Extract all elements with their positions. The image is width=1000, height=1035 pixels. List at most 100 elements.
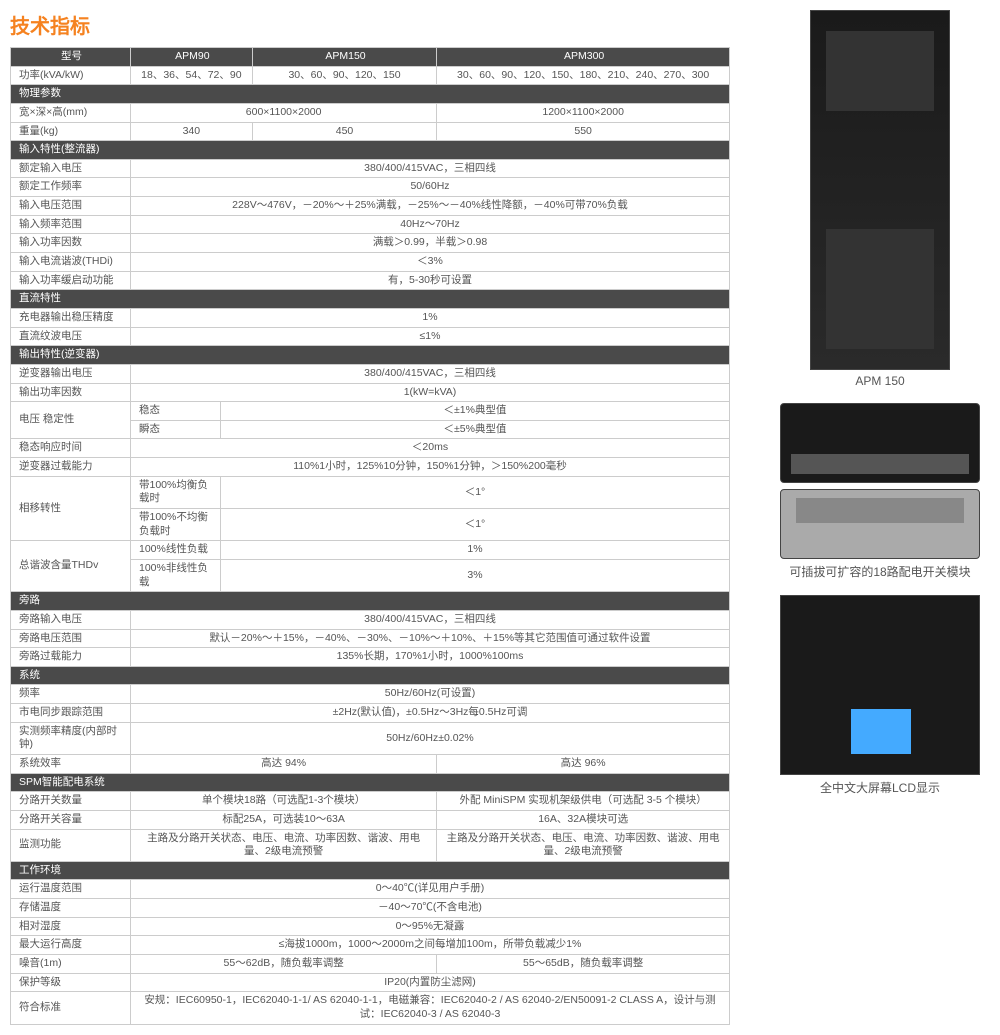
row-label: 逆变器输出电压 [11, 364, 131, 383]
row-label: 宽×深×高(mm) [11, 103, 131, 122]
sub-label: 瞬态 [131, 420, 221, 439]
cell: IP20(内置防尘滤网) [131, 973, 730, 992]
sub-label: 稳态 [131, 402, 221, 421]
product-image-module-back [780, 489, 980, 559]
row-label: 频率 [11, 685, 131, 704]
cell: 主路及分路开关状态、电压、电流、功率因数、谐波、用电量、2级电流预警 [131, 829, 437, 861]
cell: 1200×1100×2000 [437, 103, 730, 122]
sub-label: 100%线性负载 [131, 541, 221, 560]
cell: 110%1小时，125%10分钟，150%1分钟，＞150%200毫秒 [131, 458, 730, 477]
row-label: 符合标准 [11, 992, 131, 1024]
row-label: 旁路过载能力 [11, 648, 131, 667]
sub-label: 带100%不均衡负载时 [131, 509, 221, 541]
product-image-lcd [780, 595, 980, 775]
image-caption: APM 150 [810, 374, 950, 388]
section-header: SPM智能配电系统 [11, 773, 730, 792]
cell: 450 [252, 122, 437, 141]
cell: －40～70℃(不含电池) [131, 899, 730, 918]
cell: 1% [131, 308, 730, 327]
section-header: 输出特性(逆变器) [11, 346, 730, 365]
page-title: 技术指标 [10, 10, 730, 39]
row-label: 分路开关容量 [11, 810, 131, 829]
product-image-apm150 [810, 10, 950, 370]
row-label: 输出功率因数 [11, 383, 131, 402]
row-label: 重量(kg) [11, 122, 131, 141]
cell: 默认－20%～＋15%，－40%、－30%、－10%～＋10%、＋15%等其它范… [131, 629, 730, 648]
cell: ＜3% [131, 253, 730, 272]
col-apm90: APM90 [131, 48, 253, 67]
cell: 30、60、90、120、150、180、210、240、270、300 [437, 66, 730, 85]
cell: 50Hz/60Hz(可设置) [131, 685, 730, 704]
row-label: 额定工作频率 [11, 178, 131, 197]
cell: ≤海拔1000m，1000～2000m之间每增加100m，所带负载减少1% [131, 936, 730, 955]
cell: ＜20ms [131, 439, 730, 458]
cell: ＜±5%典型值 [221, 420, 730, 439]
row-label: 最大运行高度 [11, 936, 131, 955]
row-label: 输入电流谐波(THDi) [11, 253, 131, 272]
product-image-module-front [780, 403, 980, 483]
cell: 550 [437, 122, 730, 141]
row-label: 稳态响应时间 [11, 439, 131, 458]
col-apm150: APM150 [252, 48, 437, 67]
cell: 380/400/415VAC，三相四线 [131, 610, 730, 629]
row-label: 输入功率缓启动功能 [11, 271, 131, 290]
cell: ＜1° [221, 509, 730, 541]
spec-table: 型号 APM90 APM150 APM300 功率(kVA/kW)18、36、5… [10, 47, 730, 1025]
cell: 外配 MiniSPM 实现机架级供电（可选配 3-5 个模块） [437, 792, 730, 811]
cell: 50/60Hz [131, 178, 730, 197]
section-header: 直流特性 [11, 290, 730, 309]
cell: 55～65dB，随负载率调整 [437, 955, 730, 974]
section-header: 物理参数 [11, 85, 730, 104]
sub-label: 100%非线性负载 [131, 559, 221, 591]
col-model: 型号 [11, 48, 131, 67]
cell: ≤1% [131, 327, 730, 346]
cell: 228V～476V，－20%～＋25%满载，－25%～－40%线性降额，－40%… [131, 197, 730, 216]
row-label: 相移转性 [11, 476, 131, 541]
cell: 380/400/415VAC，三相四线 [131, 364, 730, 383]
cell: 高达 96% [437, 754, 730, 773]
cell: 高达 94% [131, 754, 437, 773]
cell: 0～95%无凝露 [131, 917, 730, 936]
cell: 单个模块18路（可选配1-3个模块） [131, 792, 437, 811]
cell: 0～40℃(详见用户手册) [131, 880, 730, 899]
cell: ＜1° [221, 476, 730, 508]
cell: 标配25A，可选装10～63A [131, 810, 437, 829]
row-label: 输入电压范围 [11, 197, 131, 216]
col-apm300: APM300 [437, 48, 730, 67]
row-label: 系统效率 [11, 754, 131, 773]
row-label: 额定输入电压 [11, 159, 131, 178]
cell: 16A、32A模块可选 [437, 810, 730, 829]
row-label: 输入频率范围 [11, 215, 131, 234]
row-label: 旁路输入电压 [11, 610, 131, 629]
row-label: 运行温度范围 [11, 880, 131, 899]
section-header: 工作环境 [11, 861, 730, 880]
row-label: 保护等级 [11, 973, 131, 992]
cell: 主路及分路开关状态、电压、电流、功率因数、谐波、用电量、2级电流预警 [437, 829, 730, 861]
cell: 18、36、54、72、90 [131, 66, 253, 85]
cell: 380/400/415VAC，三相四线 [131, 159, 730, 178]
cell: 55～62dB，随负载率调整 [131, 955, 437, 974]
cell: 满载＞0.99，半载＞0.98 [131, 234, 730, 253]
cell: 40Hz～70Hz [131, 215, 730, 234]
row-label: 市电同步跟踪范围 [11, 704, 131, 723]
cell: 1% [221, 541, 730, 560]
row-label: 旁路电压范围 [11, 629, 131, 648]
section-header: 旁路 [11, 592, 730, 611]
row-label: 直流纹波电压 [11, 327, 131, 346]
cell: 30、60、90、120、150 [252, 66, 437, 85]
image-caption: 可插拔可扩容的18路配电开关模块 [780, 563, 980, 580]
row-label: 实测频率精度(内部时钟) [11, 722, 131, 754]
row-label: 功率(kVA/kW) [11, 66, 131, 85]
row-label: 电压 稳定性 [11, 402, 131, 439]
row-label: 相对湿度 [11, 917, 131, 936]
cell: ＜±1%典型值 [221, 402, 730, 421]
row-label: 分路开关数量 [11, 792, 131, 811]
row-label: 逆变器过载能力 [11, 458, 131, 477]
cell: 安规：IEC60950-1，IEC62040-1-1/ AS 62040-1-1… [131, 992, 730, 1024]
row-label: 存储温度 [11, 899, 131, 918]
cell: 50Hz/60Hz±0.02% [131, 722, 730, 754]
row-label: 噪音(1m) [11, 955, 131, 974]
row-label: 输入功率因数 [11, 234, 131, 253]
row-label: 总谐波含量THDv [11, 541, 131, 592]
cell: 3% [221, 559, 730, 591]
